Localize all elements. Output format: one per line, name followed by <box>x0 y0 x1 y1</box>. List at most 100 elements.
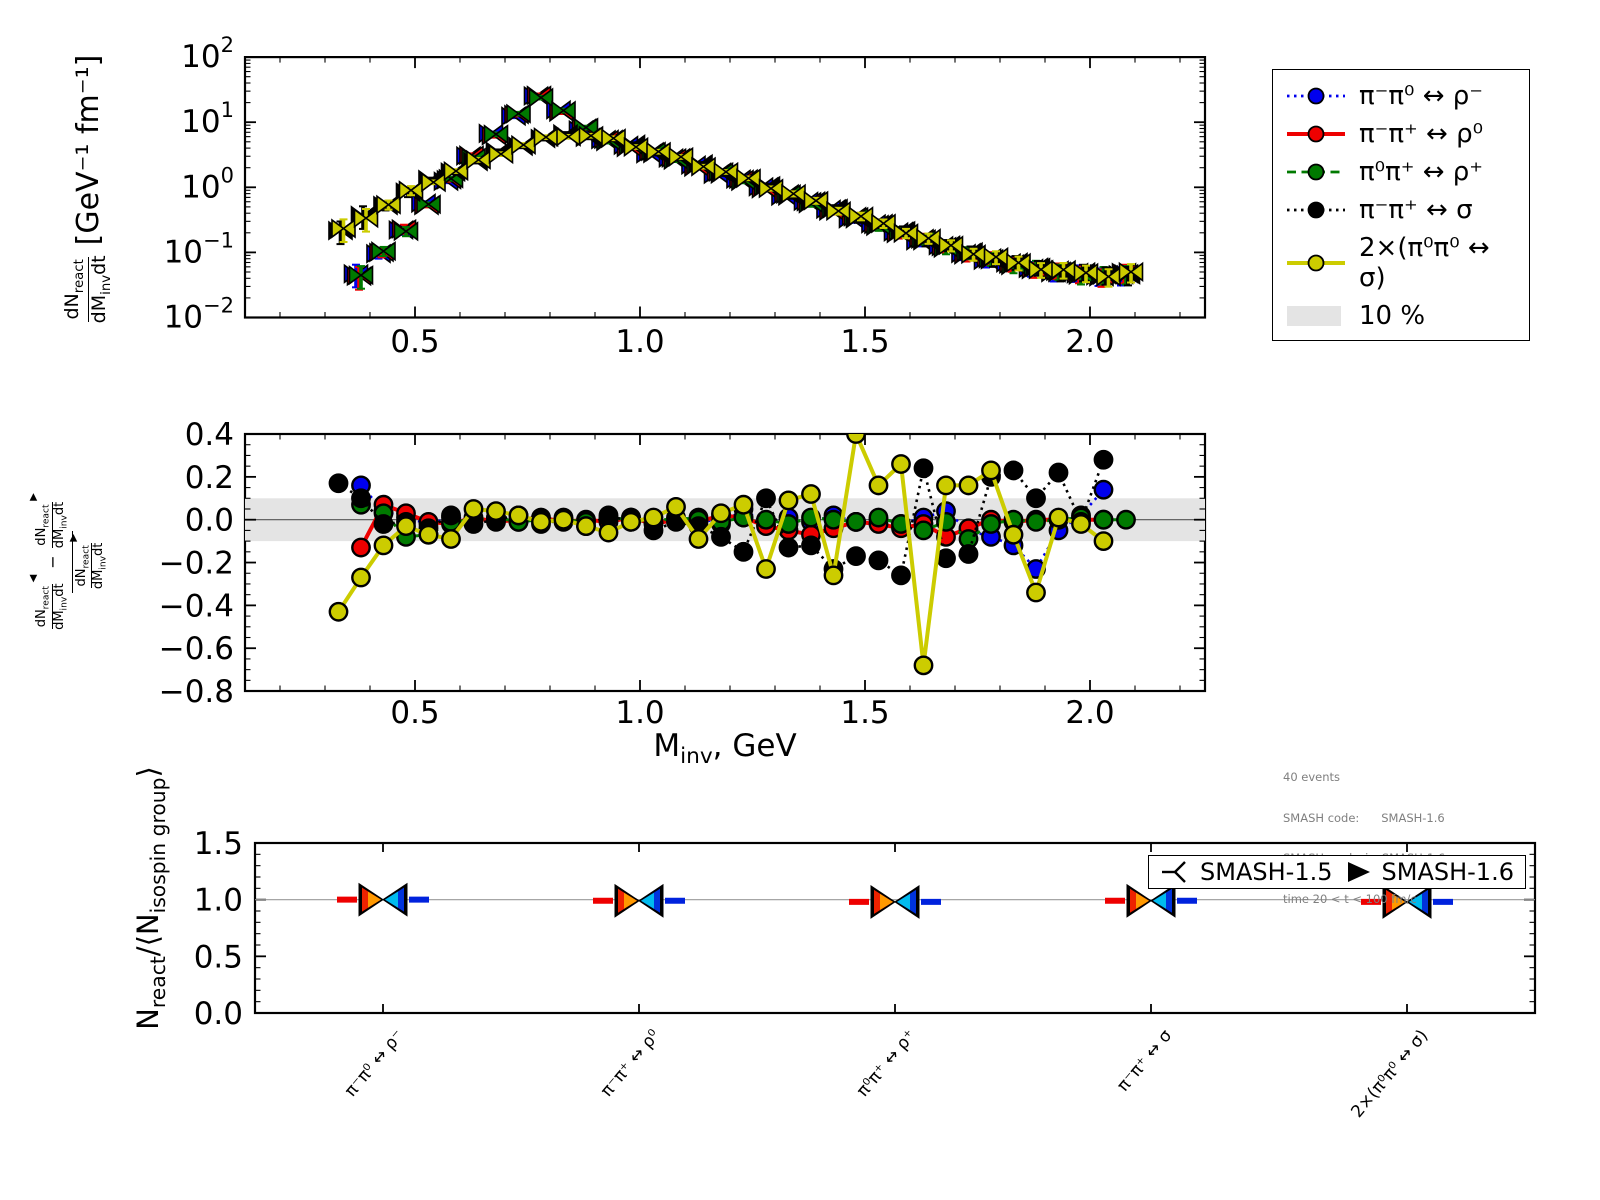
middle-panel-ticks <box>245 433 1205 692</box>
band-swatch-icon <box>1287 306 1341 326</box>
data-point-bowtie <box>506 103 531 124</box>
line-marker-icon <box>1287 125 1345 143</box>
top-y-axis-label: dNreact dMinvdt [GeV⁻¹ fm⁻¹] <box>61 34 113 344</box>
top-legend: π⁻π⁰ ↔ ρ⁻ π⁻π⁺ ↔ ρ⁰ π⁰π⁺ ↔ ρ⁺ π⁻π⁺ ↔ σ 2×(π⁰… <box>1272 69 1530 341</box>
data-point-bowtie <box>348 265 374 286</box>
deviation-point <box>778 490 799 511</box>
deviation-point <box>531 511 551 532</box>
legend-label: 2×(π⁰π⁰ ↔ σ) <box>1359 233 1490 293</box>
data-point-bowtie <box>551 100 576 121</box>
deviation-point <box>981 460 1001 481</box>
deviation-point <box>351 537 371 558</box>
smash15-triangle-icon: ◀ <box>28 574 40 583</box>
deviation-point <box>666 496 686 517</box>
legend-entry-smash16: SMASH-1.6 <box>1344 858 1514 886</box>
top-ytick-label: 100 <box>181 163 234 205</box>
deviation-point <box>981 514 1001 534</box>
bottom-group-4 <box>1361 884 1453 919</box>
deviation-point <box>1071 514 1091 534</box>
legend-item-3: π⁻π⁺ ↔ σ <box>1285 195 1517 225</box>
tick-label: 0.4 <box>185 417 234 453</box>
middle-panel: 0.4 0.2 0.0 −0.2 −0.4 −0.6 −0.8 0.5 1.0 1.5 2.0 <box>159 417 1207 731</box>
line-marker-icon <box>1287 201 1345 219</box>
bottom-y-axis-label: Nreact/⟨Nisospin group⟩ <box>130 766 170 1030</box>
deviation-point <box>868 507 889 528</box>
line-marker-icon <box>1287 87 1345 105</box>
deviation-point <box>936 548 956 569</box>
smash16-triangle-icon: ▶ <box>28 493 40 501</box>
bottom-group-3 <box>1105 883 1197 918</box>
legend-label: π⁻π⁰ ↔ ρ⁻ <box>1359 81 1483 111</box>
deviation-point <box>846 511 866 532</box>
data-point-bowtie <box>736 168 761 189</box>
legend-entry-smash15: SMASH-1.5 <box>1160 858 1332 886</box>
data-point-bowtie <box>803 190 829 211</box>
deviation-point <box>733 494 754 515</box>
tick-label: 1.0 <box>194 883 243 919</box>
deviation-point <box>756 559 776 579</box>
deviation-point <box>846 546 866 567</box>
tick-label: 2.0 <box>1065 324 1114 360</box>
deviation-point <box>373 514 394 534</box>
info-code: SMASH code: SMASH-1.6 <box>1283 810 1445 825</box>
deviation-point <box>418 524 439 545</box>
deviation-point <box>598 522 619 543</box>
deviation-point <box>1116 509 1136 530</box>
triangle-right-icon <box>1347 862 1370 882</box>
data-point-bowtie <box>353 208 379 229</box>
bottom-group-0 <box>337 882 429 917</box>
legend-label: 10 % <box>1359 301 1426 331</box>
top-ytick-label: 10−1 <box>164 228 234 270</box>
deviation-point <box>621 511 641 532</box>
top-panel-ticks <box>245 56 1205 319</box>
deviation-point <box>1093 449 1114 470</box>
top-ytick-label: 102 <box>181 33 234 75</box>
deviation-point <box>1026 511 1046 532</box>
deviation-point <box>1093 479 1114 500</box>
top-series-4 <box>331 125 1144 288</box>
legend-label: π⁰π⁺ ↔ ρ⁺ <box>1359 157 1483 187</box>
tick-label: 2.0 <box>1065 695 1114 731</box>
deviation-point <box>463 499 484 519</box>
deviation-point <box>598 505 619 526</box>
deviation-point <box>576 516 596 537</box>
tick-label: 1.5 <box>194 826 243 862</box>
middle-series-4 <box>328 434 1114 676</box>
deviation-point <box>441 529 461 549</box>
tick-label: 0.0 <box>185 503 234 539</box>
deviation-point <box>351 567 371 588</box>
data-point-bowtie <box>483 124 509 145</box>
tick-label: 0.5 <box>390 324 439 360</box>
deviation-point <box>891 454 911 474</box>
deviation-point <box>711 503 731 524</box>
tick-label: 0.0 <box>194 996 243 1032</box>
data-point-bowtie <box>416 194 441 215</box>
deviation-point <box>711 526 731 547</box>
tick-label: −0.4 <box>159 588 234 624</box>
legend-label: π⁻π⁺ ↔ σ <box>1359 195 1473 225</box>
deviation-point <box>1003 460 1024 481</box>
data-point-bowtie <box>421 172 446 193</box>
deviation-point <box>733 541 754 562</box>
deviation-point <box>868 475 889 496</box>
deviation-point <box>778 537 799 558</box>
legend-item-0: π⁻π⁰ ↔ ρ⁻ <box>1285 81 1517 111</box>
deviation-point <box>1048 462 1069 483</box>
deviation-point <box>508 505 529 526</box>
deviation-point <box>351 488 371 509</box>
deviation-point <box>913 655 934 676</box>
data-point-bowtie <box>1118 261 1144 282</box>
data-point-bowtie <box>668 146 694 167</box>
deviation-point <box>1093 531 1114 552</box>
tick-label: −0.8 <box>159 674 234 710</box>
bottom-panel-data <box>337 882 1453 919</box>
legend-item-1: π⁻π⁺ ↔ ρ⁰ <box>1285 119 1517 149</box>
tick-label: 1.5 <box>840 695 889 731</box>
deviation-point <box>396 516 416 537</box>
top-panel: 102 101 100 10−1 10−2 0.5 1.0 1.5 2.0 <box>164 33 1207 360</box>
deviation-point <box>1048 507 1069 528</box>
deviation-point <box>936 475 956 496</box>
dn-dm-fraction: dNreact dMinvdt <box>61 255 114 324</box>
